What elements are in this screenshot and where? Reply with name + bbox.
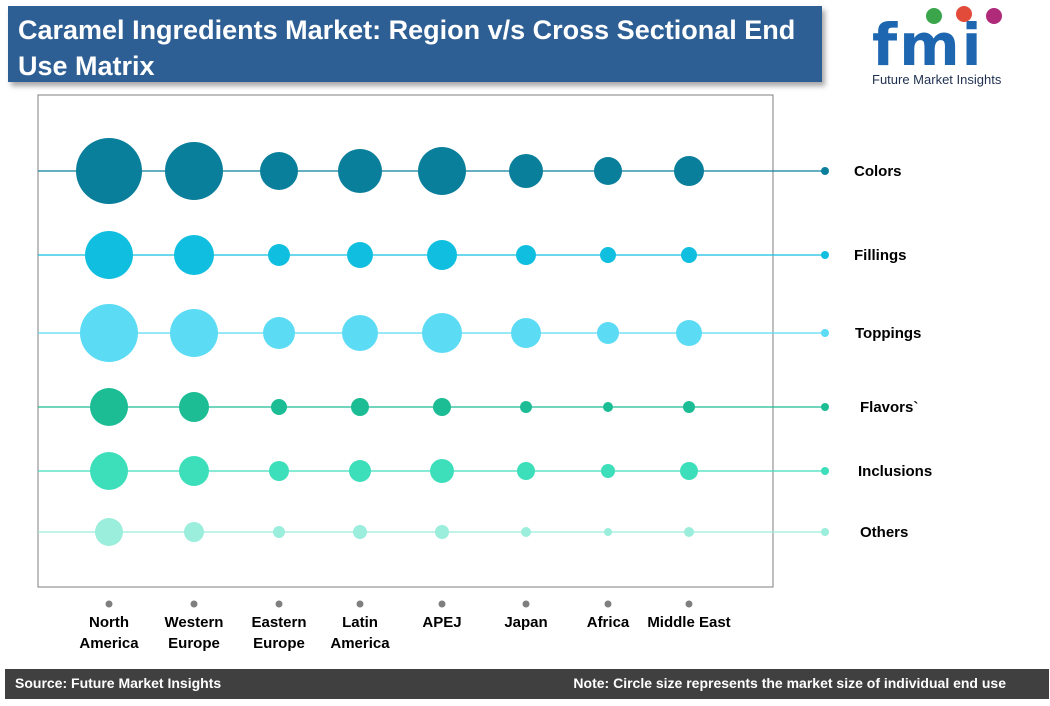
row-label: Inclusions [858, 463, 932, 480]
x-tick-label: Africa [587, 614, 630, 631]
plot-area-border [37, 94, 774, 588]
x-tick-label: Latin [342, 614, 378, 631]
bubble [351, 398, 369, 416]
logo-letters: fmi [872, 11, 984, 79]
x-tick-dot [275, 600, 283, 608]
fmi-logo: fmi Future Market Insights [866, 2, 1026, 92]
x-tick-label: Europe [253, 635, 305, 652]
row-end-dot-2 [821, 329, 829, 337]
bubble [263, 317, 295, 349]
bubble [179, 456, 209, 486]
bubble [597, 322, 619, 344]
row-end-dot-3 [821, 403, 829, 411]
bubble [676, 320, 702, 346]
bubble [681, 247, 697, 263]
bubble [90, 388, 128, 426]
bubble [516, 245, 536, 265]
bubble [418, 147, 466, 195]
footer-bar: Source: Future Market Insights Note: Cir… [5, 669, 1049, 699]
x-tick-label: North [89, 614, 129, 631]
bubble [95, 518, 123, 546]
row-label: Others [860, 524, 908, 541]
row-label: Colors [854, 163, 902, 180]
bubble [347, 242, 373, 268]
logo-tagline: Future Market Insights [872, 72, 1002, 87]
x-tick-label: APEJ [422, 614, 461, 631]
bubble [268, 244, 290, 266]
bubble [80, 304, 138, 362]
bubble [509, 154, 543, 188]
row-label: Fillings [854, 247, 907, 264]
bubble [90, 452, 128, 490]
bubble [260, 152, 298, 190]
x-tick-label: America [330, 635, 390, 652]
bubble [684, 527, 694, 537]
row-label: Toppings [855, 325, 921, 342]
note-text: Note: Circle size represents the market … [573, 675, 1006, 691]
bubble [517, 462, 535, 480]
title-banner: Caramel Ingredients Market: Region v/s C… [8, 6, 822, 82]
bubble [683, 401, 695, 413]
x-tick-dot [190, 600, 198, 608]
x-tick-dot [604, 600, 612, 608]
bubble [604, 528, 612, 536]
chart-marks: Colors Fillings Toppings Flavors` Inclusions… [38, 138, 932, 652]
bubble [433, 398, 451, 416]
bubble [85, 231, 133, 279]
row-end-dot-5 [821, 528, 829, 536]
bubble [76, 138, 142, 204]
x-tick-dot [356, 600, 364, 608]
x-tick-label: America [79, 635, 139, 652]
bubble [601, 464, 615, 478]
row-label: Flavors` [860, 399, 918, 416]
bubble [594, 157, 622, 185]
bubble [521, 527, 531, 537]
row-end-dot-4 [821, 467, 829, 475]
x-tick-label: Japan [504, 614, 547, 631]
x-tick-label: Eastern [251, 614, 306, 631]
bubble [349, 460, 371, 482]
bubble [338, 149, 382, 193]
bubble [511, 318, 541, 348]
row-end-dot-0 [821, 167, 829, 175]
logo-dot-red-icon [956, 6, 972, 22]
bubble [165, 142, 223, 200]
bubble [427, 240, 457, 270]
logo-dot-green-icon [926, 8, 942, 24]
bubble [269, 461, 289, 481]
bubble [603, 402, 613, 412]
bubble [430, 459, 454, 483]
x-tick-dot [438, 600, 446, 608]
bubble [184, 522, 204, 542]
x-tick-label: Europe [168, 635, 220, 652]
bubble [674, 156, 704, 186]
bubble [273, 526, 285, 538]
bubble [520, 401, 532, 413]
x-tick-dot [522, 600, 530, 608]
bubble [179, 392, 209, 422]
logo-dot-pink-icon [986, 8, 1002, 24]
bubble [353, 525, 367, 539]
bubble [435, 525, 449, 539]
x-tick-dot [685, 600, 693, 608]
chart-title: Caramel Ingredients Market: Region v/s C… [18, 15, 796, 81]
x-tick-label: Middle East [647, 614, 730, 631]
bubble [170, 309, 218, 357]
bubble [680, 462, 698, 480]
bubble [174, 235, 214, 275]
bubble [271, 399, 287, 415]
bubble [342, 315, 378, 351]
source-text: Source: Future Market Insights [15, 675, 222, 691]
bubble [422, 313, 462, 353]
x-tick-dot [105, 600, 113, 608]
bubble [600, 247, 616, 263]
x-tick-label: Western [165, 614, 224, 631]
row-end-dot-1 [821, 251, 829, 259]
